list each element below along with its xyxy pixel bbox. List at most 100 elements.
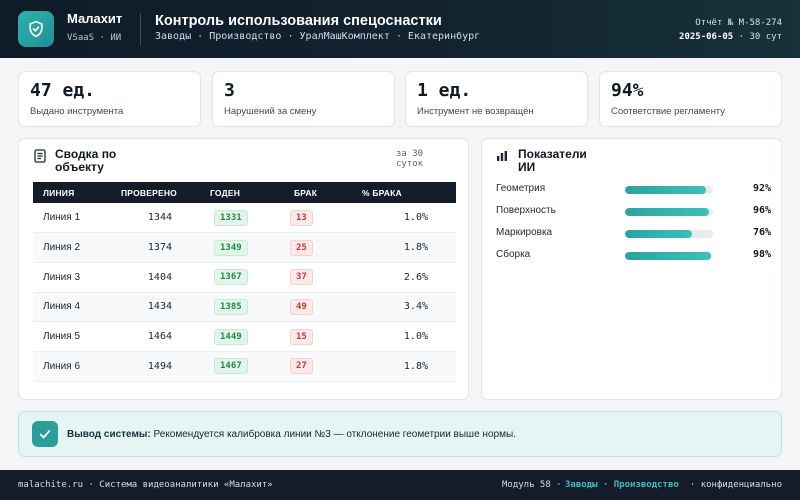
cell-defect-pct: 3.4% bbox=[352, 292, 456, 323]
cell-checked: 1404 bbox=[111, 262, 200, 293]
footer-site-info: malachite.ru · Система видеоаналитики «М… bbox=[18, 480, 273, 490]
header-divider bbox=[140, 13, 141, 45]
column-header-defect: БРАК bbox=[284, 182, 352, 203]
cell-defect-pct: 1.0% bbox=[352, 321, 456, 352]
summary-panel: Сводка по объекту за 30 суток ЛИНИЯ ПРОВ… bbox=[18, 138, 469, 400]
cell-defect-pct: 1.8% bbox=[352, 232, 456, 263]
checkmark-icon bbox=[32, 421, 58, 447]
summary-table: ЛИНИЯ ПРОВЕРЕНО ГОДЕН БРАК % БРАКА Линия… bbox=[33, 182, 456, 382]
column-header-good: ГОДЕН bbox=[200, 182, 284, 203]
metric-bar-fill bbox=[625, 186, 706, 194]
kpi-value: 1 ед. bbox=[417, 80, 472, 101]
cell-defect-pct: 2.6% bbox=[352, 262, 456, 293]
good-badge: 1449 bbox=[214, 328, 248, 345]
good-badge: 1467 bbox=[214, 358, 248, 375]
footer-section-link[interactable]: Заводы · Производство bbox=[565, 480, 679, 490]
table-row: Линия 3 1404 1367 37 2.6% bbox=[33, 262, 456, 293]
defect-badge: 13 bbox=[290, 209, 313, 226]
breadcrumb-item[interactable]: Производство bbox=[209, 31, 282, 42]
report-info: Отчёт № M-58-274 2025-06-05 · 30 сут bbox=[672, 16, 782, 44]
metric-value: 98% bbox=[752, 249, 771, 260]
metric-row-geometry: Геометрия 92% bbox=[496, 183, 771, 197]
metric-bar-fill bbox=[625, 208, 710, 216]
good-badge: 1385 bbox=[214, 298, 248, 315]
table-row: Линия 5 1464 1449 15 1.0% bbox=[33, 321, 456, 352]
ai-metrics-panel: Показатели ИИ Геометрия 92% Поверхность … bbox=[481, 138, 782, 400]
column-header-line: ЛИНИЯ bbox=[33, 182, 111, 203]
metric-value: 92% bbox=[752, 183, 771, 194]
kpi-card-issued: 47 ед. Выдано инструмента bbox=[18, 71, 201, 127]
cell-line: Линия 5 bbox=[33, 321, 111, 352]
cell-checked: 1374 bbox=[111, 232, 200, 263]
metric-bar-track bbox=[625, 186, 713, 194]
metric-row-surface: Поверхность 96% bbox=[496, 205, 771, 219]
kpi-card-violations: 3 Нарушений за смену bbox=[212, 71, 395, 127]
summary-period: за 30 суток bbox=[396, 149, 424, 169]
cell-defect-pct: 1.0% bbox=[352, 203, 456, 234]
metric-label: Геометрия bbox=[496, 183, 546, 194]
column-header-defect-pct: % БРАКА bbox=[352, 182, 456, 203]
breadcrumb-item[interactable]: УралМашКомплект bbox=[299, 31, 390, 42]
breadcrumb-separator: · bbox=[287, 31, 300, 42]
report-period: · 30 сут bbox=[738, 32, 782, 42]
defect-badge: 37 bbox=[290, 269, 313, 286]
document-icon bbox=[34, 149, 46, 163]
column-header-checked: ПРОВЕРЕНО bbox=[111, 182, 200, 203]
table-header-row: ЛИНИЯ ПРОВЕРЕНО ГОДЕН БРАК % БРАКА bbox=[33, 182, 456, 203]
defect-badge: 27 bbox=[290, 358, 313, 375]
table-row: Линия 6 1494 1467 27 1.8% bbox=[33, 351, 456, 382]
breadcrumb-item[interactable]: Заводы bbox=[155, 31, 192, 42]
kpi-card-compliance: 94% Соответствие регламенту bbox=[599, 71, 782, 127]
table-row: Линия 1 1344 1331 13 1.0% bbox=[33, 203, 456, 234]
kpi-value: 47 ед. bbox=[30, 80, 96, 101]
metric-bar-fill bbox=[625, 230, 692, 238]
brand-subtitle: VSaaS · ИИ bbox=[67, 33, 122, 43]
kpi-value: 3 bbox=[224, 80, 235, 101]
defect-badge: 49 bbox=[290, 298, 313, 315]
conclusion-label: Вывод системы: bbox=[67, 429, 151, 440]
cell-line: Линия 2 bbox=[33, 232, 111, 263]
metric-value: 96% bbox=[752, 205, 771, 216]
conclusion-message: Рекомендуется калибровка линии №3 — откл… bbox=[153, 429, 516, 440]
metric-value: 76% bbox=[752, 227, 771, 238]
report-number: Отчёт № M-58-274 bbox=[695, 18, 782, 28]
breadcrumb-item[interactable]: Екатеринбург bbox=[407, 31, 481, 42]
good-badge: 1331 bbox=[214, 209, 248, 226]
system-conclusion-banner: Вывод системы: Рекомендуется калибровка … bbox=[18, 411, 782, 457]
bar-chart-icon bbox=[496, 149, 508, 163]
footer: malachite.ru · Система видеоаналитики «М… bbox=[0, 470, 800, 500]
brand-name: Малахит bbox=[67, 11, 123, 26]
cell-line: Линия 3 bbox=[33, 262, 111, 293]
shield-check-logo-icon bbox=[18, 11, 54, 47]
metric-row-marking: Маркировка 76% bbox=[496, 227, 771, 241]
cell-line: Линия 1 bbox=[33, 203, 111, 234]
metric-bar-track bbox=[625, 230, 713, 238]
good-badge: 1349 bbox=[214, 239, 248, 256]
top-header: Малахит VSaaS · ИИ Контроль использовани… bbox=[0, 0, 800, 58]
metric-bar-track bbox=[625, 252, 713, 260]
table-row: Линия 4 1434 1385 49 3.4% bbox=[33, 292, 456, 323]
table-row: Линия 2 1374 1349 25 1.8% bbox=[33, 232, 456, 263]
defect-badge: 25 bbox=[290, 239, 313, 256]
kpi-label: Соответствие регламенту bbox=[611, 106, 726, 117]
cell-checked: 1464 bbox=[111, 321, 200, 352]
ai-metrics-title: Показатели ИИ bbox=[518, 147, 587, 174]
page-title: Контроль использования спецоснастки bbox=[155, 13, 442, 29]
metric-bar-track bbox=[625, 208, 713, 216]
good-badge: 1367 bbox=[214, 269, 248, 286]
footer-module: Модуль 58 · bbox=[502, 480, 562, 490]
conclusion-text: Вывод системы: Рекомендуется калибровка … bbox=[67, 428, 527, 442]
cell-checked: 1344 bbox=[111, 203, 200, 234]
defect-badge: 15 bbox=[290, 328, 313, 345]
breadcrumb-separator: · bbox=[197, 31, 210, 42]
metric-label: Маркировка bbox=[496, 227, 553, 238]
metric-bar-fill bbox=[625, 252, 712, 260]
cell-line: Линия 6 bbox=[33, 351, 111, 382]
kpi-label: Выдано инструмента bbox=[30, 106, 124, 117]
cell-line: Линия 4 bbox=[33, 292, 111, 323]
cell-checked: 1494 bbox=[111, 351, 200, 382]
breadcrumb-separator: · bbox=[395, 31, 408, 42]
footer-confidential: · конфиденциально bbox=[689, 480, 782, 490]
metric-label: Сборка bbox=[496, 249, 531, 260]
metric-row-assembly: Сборка 98% bbox=[496, 249, 771, 263]
